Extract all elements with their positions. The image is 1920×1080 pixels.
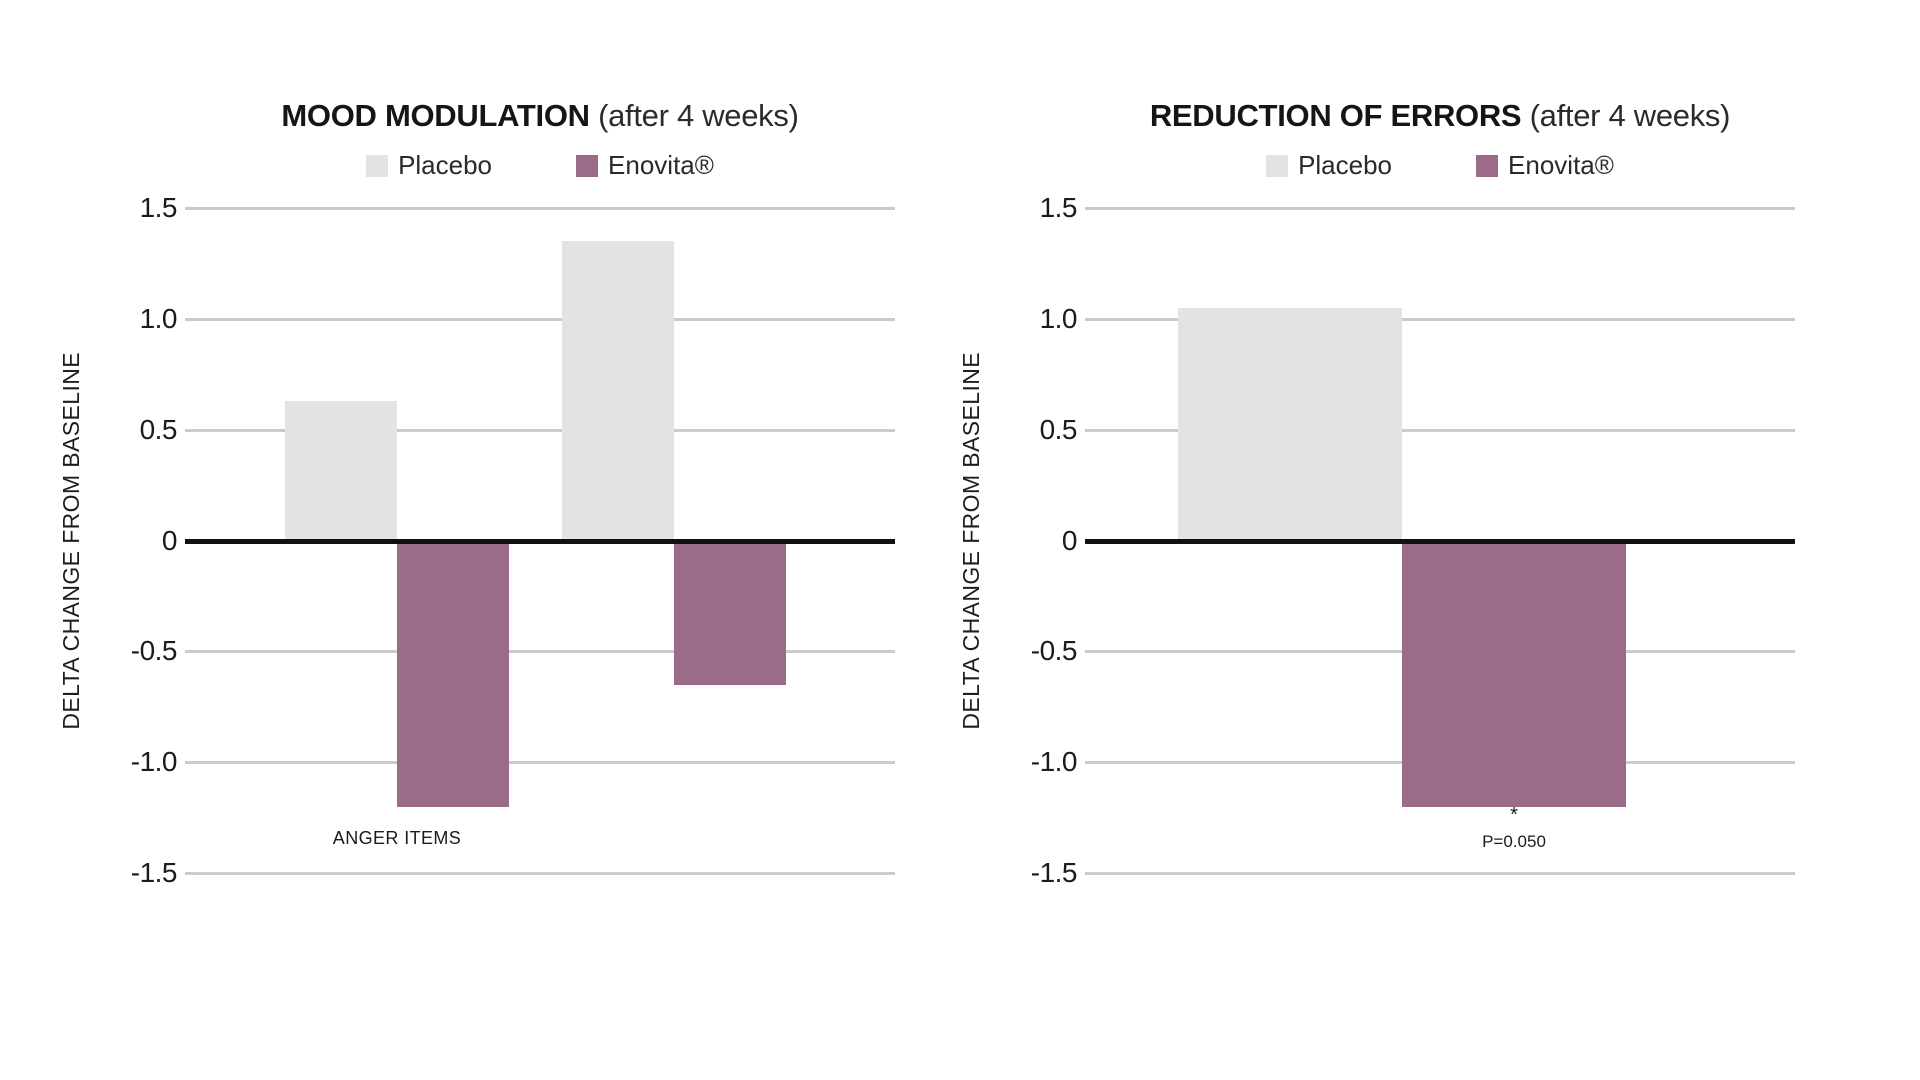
y-tick-label: -1.5: [130, 857, 178, 888]
category-label: ANGER ITEMS: [332, 828, 462, 848]
gridline: [1085, 317, 1795, 321]
gridline: [1085, 207, 1795, 210]
bar-enovita: [674, 540, 786, 685]
enovita-swatch-icon: [576, 154, 599, 177]
bar-placebo: [562, 241, 674, 541]
legend-item-enovita: Enovita®: [576, 150, 714, 181]
y-tick-label: 1.0: [139, 302, 178, 334]
y-tick-label: -0.5: [130, 635, 178, 667]
significance-p-label: P=0.050: [1482, 832, 1546, 851]
enovita-swatch-icon: [1476, 154, 1499, 177]
chart-title-sub: (after 4 weeks): [598, 98, 799, 133]
legend-item-enovita: Enovita®: [1476, 150, 1614, 181]
chart-title-main: MOOD MODULATION: [281, 98, 590, 133]
legend-label-placebo: Placebo: [1298, 150, 1393, 180]
y-tick-label: -1.0: [1030, 746, 1078, 778]
chart-title-main: REDUCTION OF ERRORS: [1149, 98, 1522, 133]
bar-enovita: [1402, 540, 1626, 807]
chart-reduction-of-errors: REDUCTION OF ERRORS (after 4 weeks) Plac…: [940, 90, 1810, 920]
gridline: [185, 317, 895, 321]
y-tick-label: 0.5: [1039, 413, 1078, 445]
gridline: [185, 428, 895, 432]
legend-label-enovita: Enovita®: [608, 150, 714, 180]
bar-placebo: [285, 400, 397, 541]
plot-area: * P=0.050: [1085, 207, 1795, 875]
gridline: [185, 207, 895, 210]
zero-axis-line: [1085, 538, 1795, 544]
legend-item-placebo: Placebo: [366, 150, 492, 181]
y-tick-label: 0: [161, 524, 178, 556]
y-tick-label: 1.5: [139, 192, 178, 223]
chart-title: MOOD MODULATION (after 4 weeks): [185, 98, 895, 134]
chart-title-sub: (after 4 weeks): [1529, 98, 1731, 133]
bar-placebo: [1178, 307, 1402, 541]
placebo-swatch-icon: [1266, 154, 1289, 177]
gridline: [185, 872, 895, 875]
plot-area: ANGER ITEMS: [185, 207, 895, 875]
legend: Placebo Enovita®: [1085, 150, 1795, 181]
significance-star: *: [1510, 804, 1518, 826]
y-tick-label: 1.5: [1039, 192, 1078, 223]
gridline: [185, 650, 895, 654]
gridline: [185, 761, 895, 765]
zero-axis-line: [185, 538, 895, 544]
y-tick-label: 1.0: [1039, 302, 1078, 334]
y-tick-label: -0.5: [1030, 635, 1078, 667]
legend-item-placebo: Placebo: [1266, 150, 1392, 181]
legend-label-placebo: Placebo: [398, 150, 493, 180]
chart-mood-modulation: MOOD MODULATION (after 4 weeks) Placebo …: [40, 90, 910, 920]
bar-enovita: [397, 540, 509, 807]
placebo-swatch-icon: [366, 154, 389, 177]
legend-label-enovita: Enovita®: [1508, 150, 1614, 180]
y-tick-label: -1.0: [130, 746, 178, 778]
y-tick-label: -1.5: [1030, 857, 1078, 888]
legend: Placebo Enovita®: [185, 150, 895, 181]
y-tick-label: 0: [1061, 524, 1078, 556]
y-tick-label: 0.5: [139, 413, 178, 445]
chart-title: REDUCTION OF ERRORS (after 4 weeks): [1085, 98, 1795, 134]
gridline: [1085, 428, 1795, 432]
gridline: [1085, 872, 1795, 875]
